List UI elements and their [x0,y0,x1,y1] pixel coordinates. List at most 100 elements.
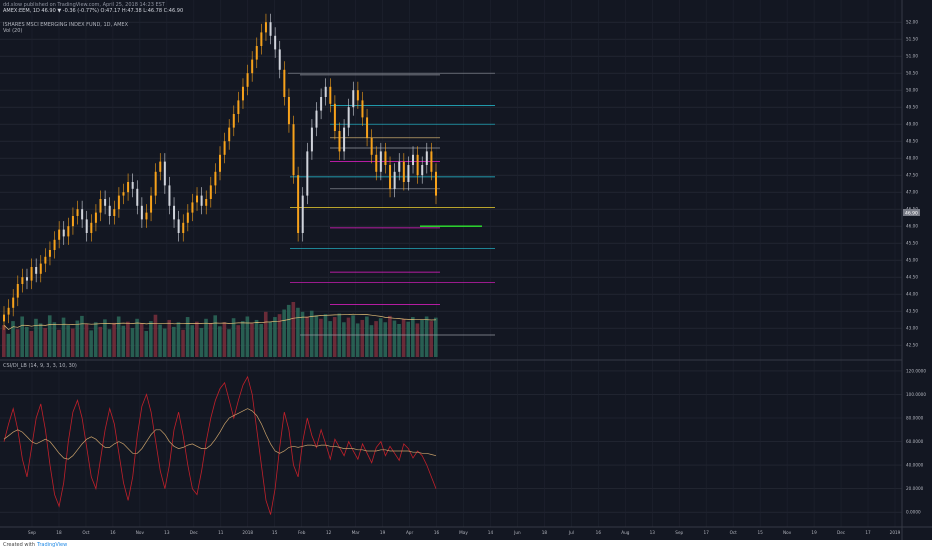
candle-body [94,212,97,223]
candle-body [412,154,415,165]
candle-body [113,209,116,216]
candle-body [333,103,336,131]
time-tick-label: 16 [434,530,440,535]
candle-body [196,195,199,203]
volume-bar [2,325,6,357]
volume-bar [406,321,411,357]
volume-bar [245,316,250,357]
time-tick-label: 12 [326,530,332,535]
price-tick-label: 46.00 [906,224,918,229]
time-tick-label: 13 [164,530,170,535]
candle-body [219,154,221,172]
volume-bar [6,333,11,357]
volume-bar [254,319,259,357]
candle-body [264,22,267,33]
tradingview-logo-text[interactable]: TradingView [37,542,68,548]
candle-body [306,151,309,196]
candle-body [338,131,341,152]
volume-bar [277,314,282,357]
candle-body [274,35,277,50]
price-tick-label: 49.50 [906,105,918,110]
volume-bar [57,329,61,357]
volume-bar [401,318,406,357]
time-tick-label: Apr [406,530,414,535]
footer-bar: Created with TradingView [0,540,932,550]
candle-body [375,154,378,172]
volume-bar [24,326,29,357]
volume-bar [213,315,218,357]
price-tick-label: 50.50 [906,71,918,76]
candle-body [25,277,28,281]
oscillator-tick-label: 120.0000 [906,368,926,373]
candle-body [269,22,272,36]
oscillator-axis[interactable]: 120.0000 100.0000 80.0000 60.0000 40.0000 20.… [906,368,926,514]
candle-body [255,46,258,60]
time-tick-label: 15 [757,530,763,535]
candle-body [163,161,166,186]
volume-bar [305,316,309,357]
volume-bar [66,325,70,357]
volume-moving-average [3,313,437,330]
price-candles[interactable] [3,13,437,330]
volume-bar [15,329,20,357]
candle-body [136,188,139,206]
volume-bar [139,323,144,357]
candle-body [182,222,185,233]
price-tick-label: 49.00 [906,122,918,127]
candle-body [21,277,24,284]
candle-body [154,171,157,196]
candle-body [173,205,176,220]
volume-bar [199,328,204,357]
volume-bar [38,323,43,357]
volume-bar [121,325,126,357]
price-tick-label: 47.00 [906,190,918,195]
time-axis[interactable]: Sep 18 Oct 16 Nov 13 Dec 11 2018 15 Feb 12 Mar 19 Apr 1… [28,530,901,535]
volume-bar [424,316,429,357]
volume-bar [181,329,185,357]
price-axis[interactable]: 52.00 51.50 51.00 50.50 50.00 49.50 49.00 48.50… [906,20,918,348]
support-resistance-drawings[interactable] [288,72,495,336]
candle-body [324,86,327,97]
candle-body [435,171,437,196]
volume-bar [378,318,383,357]
volume-bar [369,325,374,357]
candle-body [260,32,263,46]
volume-bar [227,329,231,357]
candle-body [104,199,107,206]
volume-bar [204,318,208,357]
candle-body [347,107,350,128]
volume-bar [52,322,57,357]
price-badge: 46.90 [903,209,920,217]
volume-bar [300,311,305,357]
time-tick-label: 2018 [242,530,253,535]
candle-body [186,212,189,223]
volume-bar [309,310,314,357]
oscillator-signal-line [3,408,437,460]
time-tick-label: Jun [513,530,521,535]
volume-bar [190,325,195,357]
candle-body [228,127,231,142]
time-tick-label: Nov [783,530,792,535]
volume-bar [222,322,227,357]
candle-body [407,165,410,182]
price-tick-label: 51.50 [906,37,918,42]
candle-body [53,239,56,250]
candle-body [416,154,419,176]
price-tick-label: 48.00 [906,156,918,161]
candle-body [209,185,212,199]
candle-body [356,90,359,101]
candle-body [232,114,235,128]
time-tick-label: May [459,530,468,535]
candle-body [421,165,424,176]
oscillator-tick-label: 20.0000 [906,486,924,491]
time-tick-label: Aug [621,530,630,535]
candle-body [329,86,332,104]
volume-bar [43,328,47,357]
volume-bar [355,323,360,357]
candle-body [223,141,226,155]
candle-body [393,171,396,189]
candle-body [301,195,304,233]
candle-body [30,267,33,281]
volume-bar [70,328,75,357]
